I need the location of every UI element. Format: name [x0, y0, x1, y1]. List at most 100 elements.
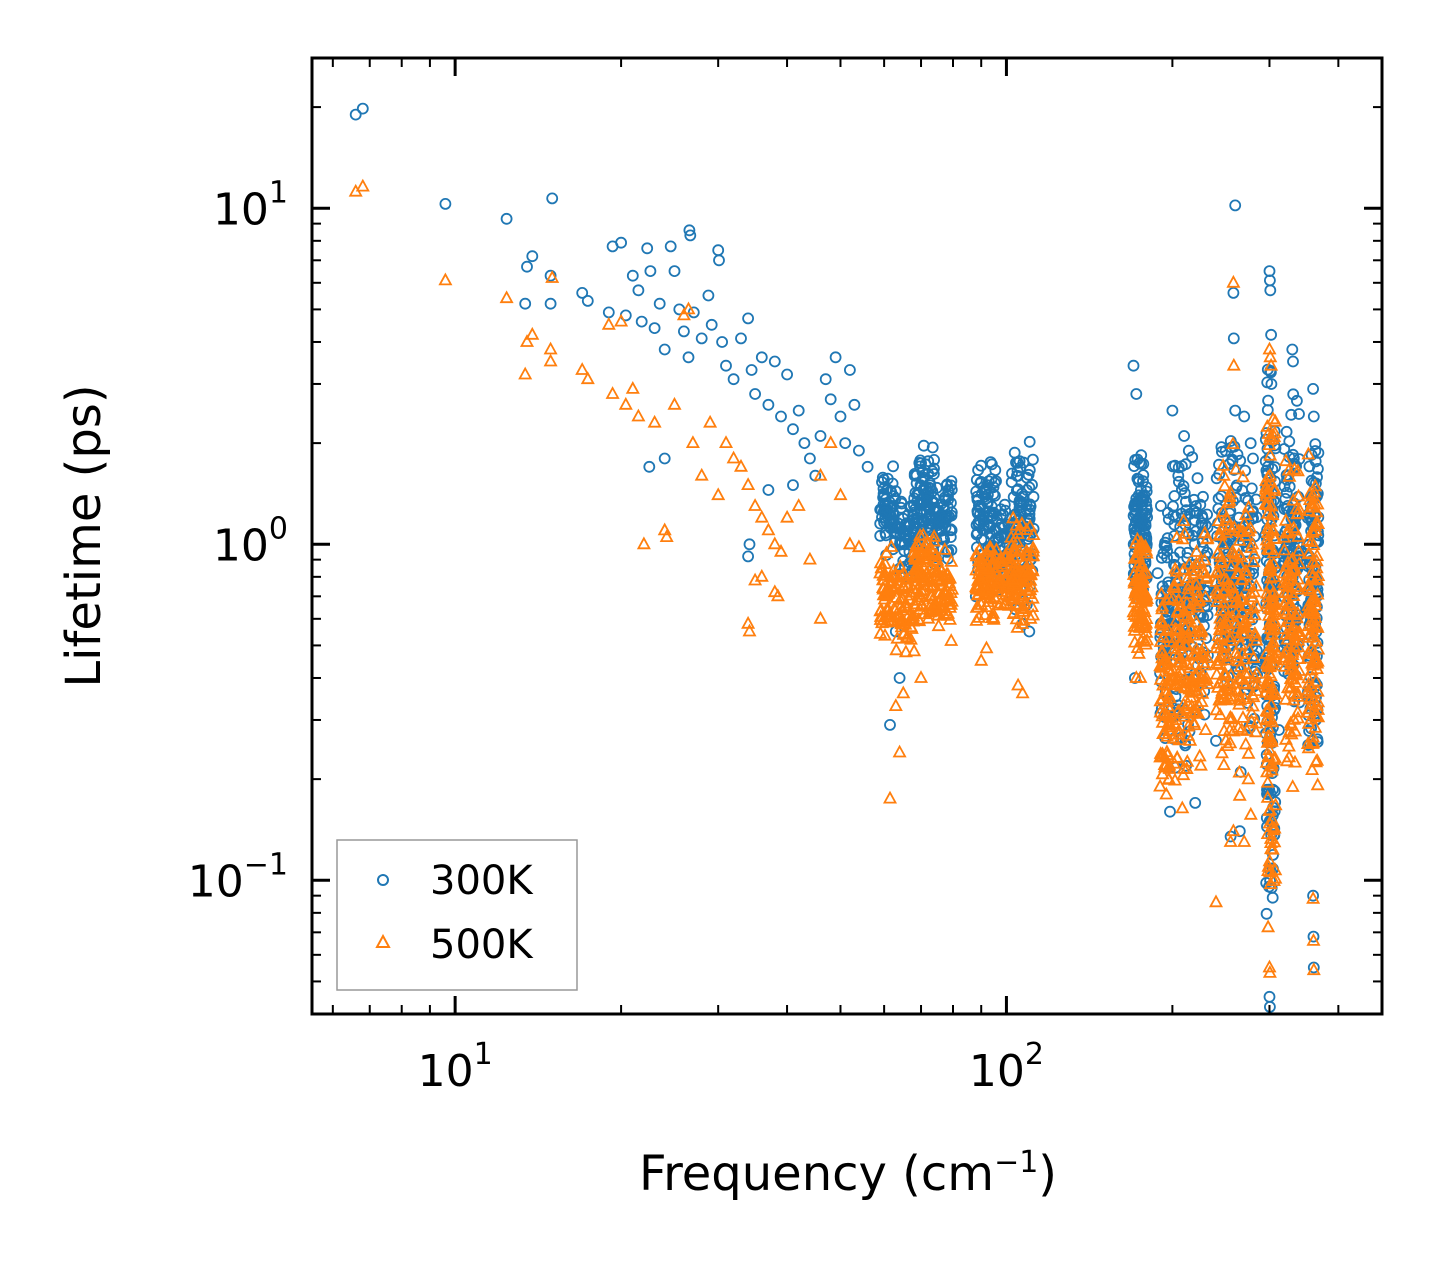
point-300K [1307, 382, 1319, 395]
point-500K [1226, 357, 1241, 371]
point-500K [1232, 689, 1247, 702]
point-500K [939, 566, 954, 580]
point-500K [1264, 696, 1279, 710]
point-500K [1304, 662, 1319, 676]
point-300K [1307, 410, 1320, 423]
y-tick-labels: 10−1 100 101 [188, 175, 288, 907]
point-500K [1231, 566, 1246, 579]
point-500K [1241, 499, 1256, 513]
point-500K [1139, 591, 1155, 604]
point-500K [1262, 803, 1277, 816]
point-500K [1208, 894, 1224, 908]
point-500K [1310, 777, 1325, 791]
point-500K [1186, 714, 1201, 728]
point-500K [1261, 720, 1276, 734]
point-300K [641, 242, 654, 255]
point-300K [644, 265, 657, 278]
point-500K [1176, 657, 1191, 671]
point-300K [792, 404, 805, 417]
point-500K [1304, 603, 1319, 616]
point-500K [1263, 429, 1278, 442]
point-500K [1260, 680, 1275, 693]
point-500K [920, 565, 935, 578]
point-500K [976, 577, 991, 591]
point-500K [1232, 696, 1247, 710]
point-500K [767, 536, 782, 550]
point-500K [1009, 611, 1024, 625]
point-500K [992, 575, 1007, 588]
point-500K [1225, 580, 1240, 594]
point-500K [802, 551, 817, 565]
point-500K [1260, 656, 1275, 669]
point-500K [879, 545, 894, 559]
point-500K [1233, 592, 1249, 605]
point-300K [972, 494, 984, 506]
point-300K [1215, 441, 1228, 454]
point-500K [1199, 531, 1215, 545]
point-500K [929, 563, 944, 577]
point-500K [1268, 648, 1283, 662]
point-300K [658, 343, 671, 356]
point-300K [925, 482, 937, 495]
point-500K [1235, 469, 1251, 483]
point-500K [1266, 687, 1281, 700]
point-500K [1262, 965, 1277, 978]
point-500K [1246, 554, 1261, 568]
point-300K [695, 332, 708, 345]
point-300K [1261, 376, 1274, 389]
point-500K [1242, 642, 1257, 655]
point-500K [969, 600, 984, 613]
point-500K [1247, 625, 1262, 639]
point-300K [720, 359, 732, 372]
point-300K [1008, 446, 1021, 459]
point-300K [349, 108, 362, 121]
point-500K [1284, 679, 1299, 693]
point-500K [659, 529, 674, 542]
point-300K [1283, 505, 1295, 518]
point-500K [1305, 569, 1320, 583]
point-500K [1233, 636, 1248, 650]
point-500K [1209, 702, 1224, 716]
point-300K [844, 364, 856, 376]
point-500K [1282, 468, 1297, 482]
point-300K [1229, 404, 1242, 417]
point-500K [1016, 568, 1031, 581]
point-500K [983, 542, 998, 555]
point-500K [1155, 643, 1170, 657]
point-500K [1266, 602, 1281, 615]
point-300K [626, 269, 639, 282]
point-500K [1173, 598, 1188, 611]
point-500K [1306, 488, 1321, 502]
point-500K [1156, 705, 1171, 719]
point-300K [1216, 445, 1228, 458]
point-300K [1137, 457, 1150, 470]
point-500K [1249, 578, 1264, 592]
point-500K [1171, 672, 1187, 686]
point-500K [1193, 624, 1208, 638]
point-500K [1235, 710, 1251, 723]
point-500K [1243, 806, 1258, 820]
point-300K [1285, 408, 1298, 421]
point-500K [1264, 731, 1279, 745]
point-300K [653, 297, 666, 310]
point-500K [1188, 575, 1204, 589]
point-300K [1155, 499, 1167, 512]
point-500K [896, 565, 911, 579]
point-500K [1131, 645, 1146, 659]
point-500K [1189, 583, 1204, 596]
point-300K [544, 297, 557, 310]
point-300K [1174, 546, 1186, 559]
point-300K [1173, 475, 1185, 488]
point-500K [1305, 729, 1321, 743]
point-300K [798, 437, 811, 450]
point-300K [439, 197, 452, 210]
legend-box [336, 839, 578, 991]
point-500K [1219, 652, 1234, 666]
point-500K [1276, 597, 1291, 610]
point-500K [1286, 692, 1301, 706]
point-500K [1281, 462, 1296, 476]
point-300K [1247, 452, 1259, 465]
point-300K [775, 410, 787, 423]
point-500K [1183, 689, 1198, 703]
point-500K [1160, 694, 1175, 707]
